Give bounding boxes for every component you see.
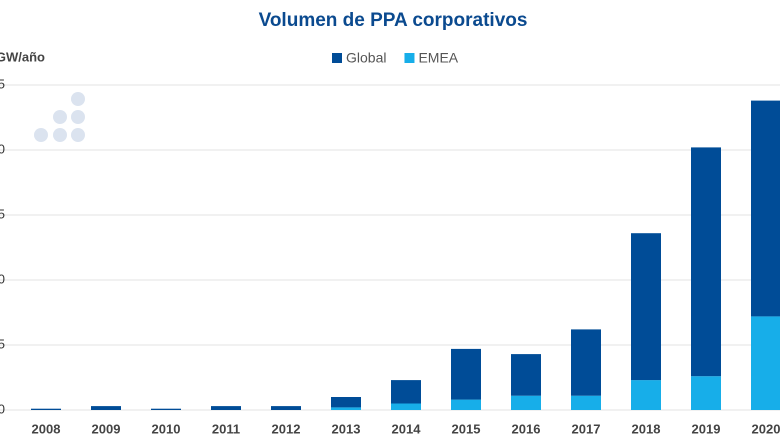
bar-segment	[331, 397, 361, 408]
chart-title: Volumen de PPA corporativos	[259, 10, 528, 31]
bar-segment	[391, 403, 421, 410]
x-tick-label: 2020	[752, 421, 780, 436]
bar-segment	[511, 395, 541, 410]
bar-segment	[691, 147, 721, 377]
x-tick-label: 2018	[632, 421, 661, 436]
bar-segment	[571, 395, 601, 410]
bar-segment	[151, 408, 181, 410]
bar-segment	[391, 380, 421, 404]
bar-segment	[451, 399, 481, 410]
x-tick-label: 2010	[152, 421, 181, 436]
legend: Global EMEA	[332, 50, 459, 66]
legend-swatch	[404, 53, 415, 63]
y-tick-label: 25	[0, 76, 5, 91]
x-tick-label: 2009	[92, 421, 121, 436]
y-tick-label: 10	[0, 271, 5, 286]
y-tick-label: 0	[0, 401, 5, 416]
y-axis-title: GW/año	[0, 49, 45, 64]
x-tick-label: 2017	[572, 421, 601, 436]
bar-segment	[691, 376, 721, 410]
bar-segment	[751, 100, 780, 317]
y-tick-label: 20	[0, 141, 5, 156]
bar-segment	[91, 406, 121, 410]
legend-label: EMEA	[418, 50, 458, 66]
bar-segment	[571, 329, 601, 396]
bar-segment	[271, 406, 301, 410]
bar-segment	[331, 407, 361, 410]
legend-swatch	[332, 53, 342, 63]
x-tick-label: 2011	[212, 421, 240, 436]
bar-segment	[31, 408, 61, 410]
bar-segment	[751, 316, 780, 410]
x-tick-label: 2019	[692, 421, 721, 436]
bar-segment	[511, 354, 541, 396]
decoration	[34, 92, 85, 142]
x-tick-label: 2008	[32, 421, 61, 436]
x-tick-label: 2016	[512, 421, 541, 436]
bar-segment	[451, 348, 481, 400]
y-tick-label: 15	[0, 206, 5, 221]
bar-segment	[631, 380, 661, 410]
y-tick-label: 5	[0, 336, 5, 351]
x-tick-label: 2015	[452, 421, 481, 436]
x-tick-label: 2012	[272, 421, 301, 436]
legend-label: Global	[346, 50, 386, 66]
bar-segment	[631, 233, 661, 381]
x-tick-label: 2014	[392, 421, 422, 436]
bar-segment	[211, 406, 241, 410]
x-tick-label: 2013	[332, 421, 361, 436]
